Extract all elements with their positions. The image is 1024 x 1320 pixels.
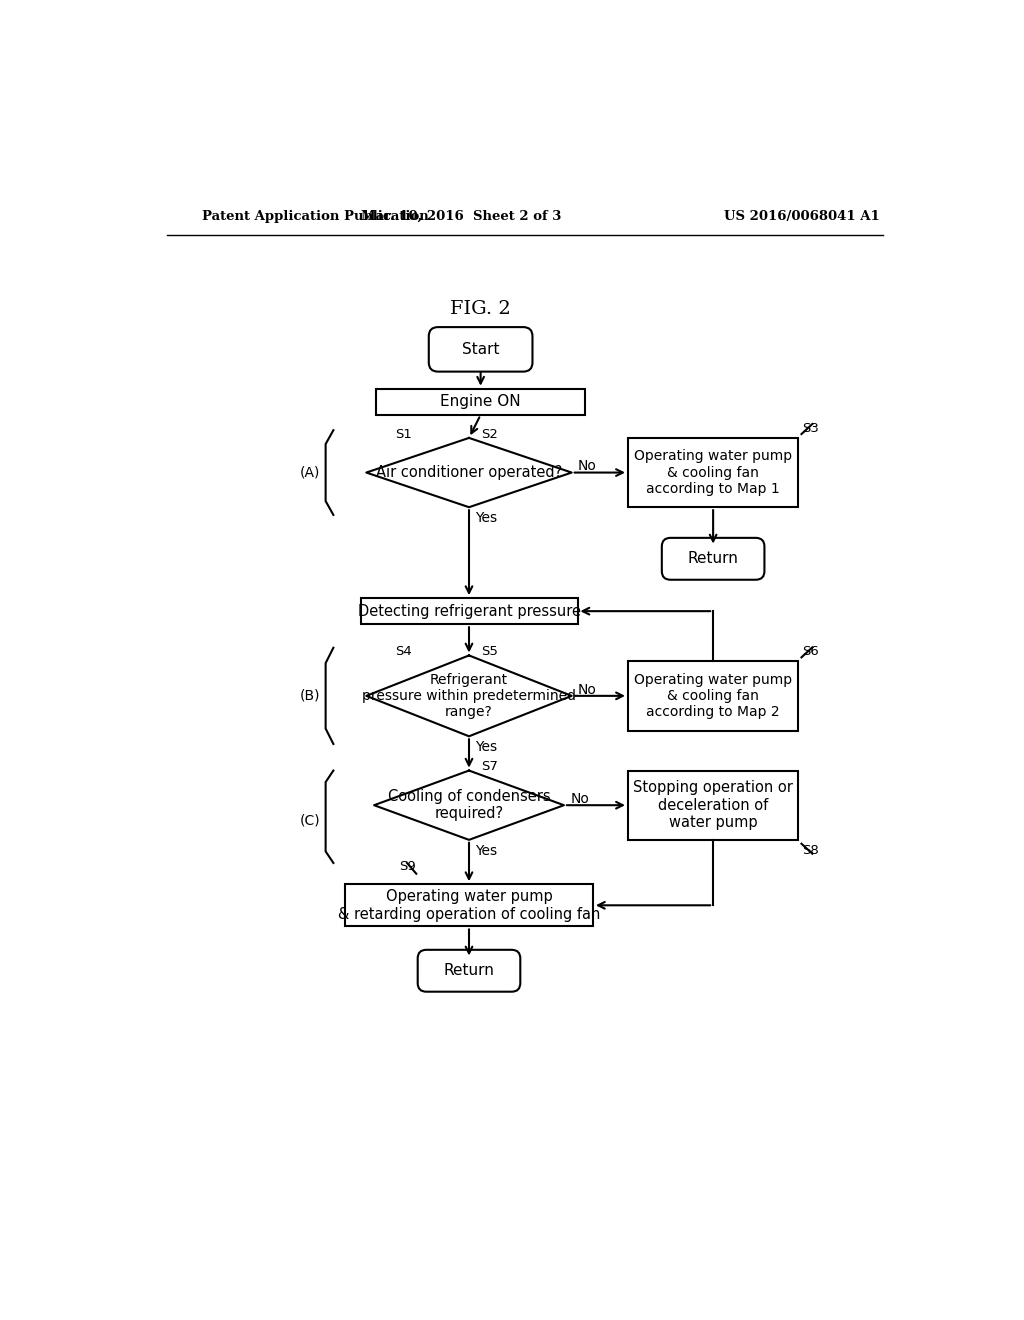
FancyBboxPatch shape: [345, 884, 593, 927]
Text: S1: S1: [395, 428, 413, 441]
FancyBboxPatch shape: [360, 598, 578, 624]
Text: S6: S6: [802, 645, 819, 659]
Text: Engine ON: Engine ON: [440, 395, 521, 409]
Text: Air conditioner operated?: Air conditioner operated?: [376, 465, 562, 480]
Text: Yes: Yes: [475, 511, 498, 525]
Text: S7: S7: [480, 760, 498, 774]
FancyBboxPatch shape: [628, 438, 799, 507]
Text: US 2016/0068041 A1: US 2016/0068041 A1: [724, 210, 880, 223]
Text: S9: S9: [399, 861, 416, 874]
Text: Start: Start: [462, 342, 500, 356]
Text: Return: Return: [688, 552, 738, 566]
Text: No: No: [570, 792, 589, 807]
Text: No: No: [578, 459, 597, 474]
Text: Yes: Yes: [475, 741, 498, 754]
Text: (C): (C): [300, 813, 321, 828]
Text: Detecting refrigerant pressure: Detecting refrigerant pressure: [357, 603, 581, 619]
Text: S4: S4: [395, 645, 412, 659]
Text: Operating water pump
& cooling fan
according to Map 2: Operating water pump & cooling fan accor…: [634, 673, 793, 719]
Text: Operating water pump
& retarding operation of cooling fan: Operating water pump & retarding operati…: [338, 890, 600, 921]
Text: (A): (A): [300, 466, 321, 479]
Text: S5: S5: [480, 645, 498, 659]
Text: S8: S8: [802, 843, 819, 857]
Text: FIG. 2: FIG. 2: [451, 300, 511, 318]
Text: S2: S2: [480, 428, 498, 441]
Text: S3: S3: [802, 422, 819, 436]
FancyBboxPatch shape: [628, 661, 799, 730]
Text: Patent Application Publication: Patent Application Publication: [202, 210, 428, 223]
Text: Return: Return: [443, 964, 495, 978]
Text: Mar. 10, 2016  Sheet 2 of 3: Mar. 10, 2016 Sheet 2 of 3: [361, 210, 561, 223]
Text: (B): (B): [300, 689, 321, 702]
Polygon shape: [374, 771, 564, 840]
FancyBboxPatch shape: [429, 327, 532, 372]
Text: Yes: Yes: [475, 843, 498, 858]
Text: Cooling of condensers
required?: Cooling of condensers required?: [388, 789, 550, 821]
Text: Refrigerant
pressure within predetermined
range?: Refrigerant pressure within predetermine…: [362, 673, 575, 719]
Polygon shape: [367, 438, 571, 507]
FancyBboxPatch shape: [418, 950, 520, 991]
Text: Operating water pump
& cooling fan
according to Map 1: Operating water pump & cooling fan accor…: [634, 449, 793, 496]
Text: No: No: [578, 682, 597, 697]
Polygon shape: [367, 656, 571, 737]
FancyBboxPatch shape: [662, 537, 765, 579]
FancyBboxPatch shape: [376, 388, 586, 414]
Text: Stopping operation or
deceleration of
water pump: Stopping operation or deceleration of wa…: [633, 780, 793, 830]
FancyBboxPatch shape: [628, 771, 799, 840]
